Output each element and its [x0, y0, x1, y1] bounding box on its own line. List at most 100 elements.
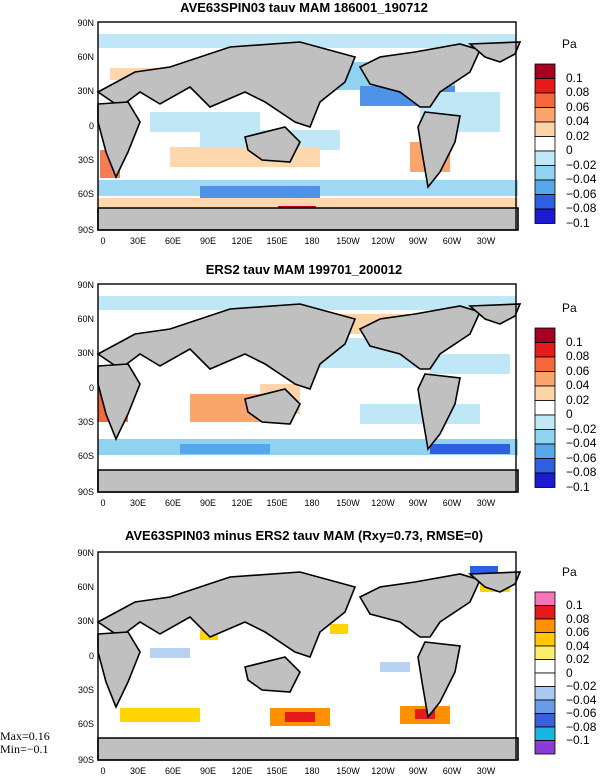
colorbar-label: 0.06	[566, 100, 590, 114]
colorbar-unit: Pa	[562, 565, 577, 579]
panel3-map: 90N 60N 30N 0 30S 60S 90S 0 30E 60E 90E …	[0, 542, 608, 782]
colorbar-label: −0.02	[566, 158, 597, 172]
lon-tick: 150W	[336, 498, 360, 508]
panel3-lon-ticks: 0 30E 60E 90E 120E 150E 180 150W 120W 90…	[100, 766, 495, 776]
lon-tick: 180	[304, 236, 319, 246]
colorbar-label: 0.06	[566, 364, 590, 378]
lon-tick: 30E	[130, 766, 146, 776]
colorbar-label: 0.02	[566, 129, 590, 143]
lat-tick: 0	[89, 121, 94, 131]
colorbar-label: −0.06	[566, 187, 597, 201]
lat-tick: 0	[89, 383, 94, 393]
lon-tick: 0	[100, 766, 105, 776]
colorbar-label: 0.1	[566, 598, 583, 612]
colorbar-label: −0.04	[566, 436, 597, 450]
panel3-title: AVE63SPIN03 minus ERS2 tauv MAM (Rxy=0.7…	[124, 528, 484, 543]
lon-tick: 150W	[336, 766, 360, 776]
panel1-colorbar-labels: 0.1 0.08 0.06 0.04 0.02 0 −0.02 −0.04 −0…	[566, 71, 597, 230]
colorbar-label: 0.04	[566, 639, 590, 653]
stats-max: Max=0.16	[0, 729, 50, 743]
lon-tick: 30W	[477, 236, 496, 246]
colorbar-unit: Pa	[562, 301, 577, 315]
panel1-lon-ticks: 0 30E 60E 90E 120E 150E 180 150W 120W 90…	[100, 236, 495, 246]
lat-tick: 90N	[77, 548, 94, 558]
lon-tick: 180	[304, 498, 319, 508]
panel2-colorbar	[534, 327, 556, 488]
panel3-colorbar-labels: 0.1 0.08 0.06 0.04 0.02 0 −0.02 −0.04 −0…	[566, 598, 597, 747]
colorbar-label: −0.06	[566, 706, 597, 720]
lon-tick: 60W	[443, 498, 462, 508]
panel1-lat-ticks: 90N 60N 30N 0 30S 60S 90S	[77, 18, 94, 235]
colorbar-label: 0.08	[566, 85, 590, 99]
lat-tick: 30S	[78, 155, 94, 165]
lat-tick: 90N	[77, 18, 94, 28]
panel1-map: 90N 60N 30N 0 30S 60S 90S 0 30E 60E 90E …	[0, 12, 608, 252]
colorbar-label: −0.06	[566, 451, 597, 465]
lon-tick: 120E	[231, 498, 252, 508]
panel2-map: 90N 60N 30N 0 30S 60S 90S 0 30E 60E 90E …	[0, 274, 608, 514]
lat-tick: 30N	[77, 616, 94, 626]
colorbar-label: −0.1	[566, 480, 590, 494]
lat-tick: 0	[89, 651, 94, 661]
panel1-svg: 90N 60N 30N 0 30S 60S 90S 0 30E 60E 90E …	[77, 18, 597, 246]
colorbar-label: −0.04	[566, 172, 597, 186]
lon-tick: 120W	[371, 766, 395, 776]
lat-tick: 90N	[77, 280, 94, 290]
lat-tick: 90S	[78, 487, 94, 497]
lon-tick: 120E	[231, 766, 252, 776]
colorbar-label: 0.02	[566, 652, 590, 666]
colorbar-label: 0.1	[566, 71, 583, 85]
panel1-colorbar	[534, 63, 556, 224]
colorbar-label: −0.08	[566, 465, 597, 479]
panel3-lat-ticks: 90N 60N 30N 0 30S 60S 90S	[77, 548, 94, 765]
lon-tick: 60W	[443, 236, 462, 246]
lon-tick: 90W	[409, 236, 428, 246]
stats-min: Min=−0.1	[0, 742, 49, 756]
panel1-title: AVE63SPIN03 tauv MAM 186001_190712	[180, 0, 428, 15]
lon-tick: 120W	[371, 236, 395, 246]
lat-tick: 30S	[78, 685, 94, 695]
lon-tick: 180	[304, 766, 319, 776]
lon-tick: 60E	[165, 236, 181, 246]
lat-tick: 60S	[78, 189, 94, 199]
colorbar-label: 0	[566, 143, 573, 157]
lat-tick: 90S	[78, 225, 94, 235]
colorbar-label: −0.02	[566, 422, 597, 436]
lat-tick: 90S	[78, 755, 94, 765]
colorbar-label: 0.04	[566, 378, 590, 392]
colorbar-label: −0.1	[566, 216, 590, 230]
lon-tick: 60E	[165, 766, 181, 776]
colorbar-label: −0.02	[566, 679, 597, 693]
colorbar-label: −0.04	[566, 693, 597, 707]
lon-tick: 90E	[200, 498, 216, 508]
lon-tick: 30E	[130, 236, 146, 246]
colorbar-label: 0.04	[566, 114, 590, 128]
panel2-lon-ticks: 0 30E 60E 90E 120E 150E 180 150W 120W 90…	[100, 498, 495, 508]
colorbar-label: 0.08	[566, 349, 590, 363]
lat-tick: 30N	[77, 86, 94, 96]
lon-tick: 150W	[336, 236, 360, 246]
colorbar-label: 0.06	[566, 625, 590, 639]
lon-tick: 120E	[231, 236, 252, 246]
lat-tick: 60N	[77, 314, 94, 324]
panel2-colorbar-labels: 0.1 0.08 0.06 0.04 0.02 0 −0.02 −0.04 −0…	[566, 335, 597, 494]
lon-tick: 120W	[371, 498, 395, 508]
colorbar-unit: Pa	[562, 37, 577, 51]
lon-tick: 60E	[165, 498, 181, 508]
lat-tick: 30N	[77, 348, 94, 358]
lon-tick: 90E	[200, 236, 216, 246]
lon-tick: 90E	[200, 766, 216, 776]
lat-tick: 60N	[77, 582, 94, 592]
colorbar-label: 0	[566, 407, 573, 421]
lon-tick: 30E	[130, 498, 146, 508]
lon-tick: 90W	[409, 766, 428, 776]
lon-tick: 30W	[477, 498, 496, 508]
lat-tick: 60S	[78, 451, 94, 461]
panel2-title: ERS2 tauv MAM 199701_200012	[205, 262, 403, 277]
lon-tick: 60W	[443, 766, 462, 776]
colorbar-label: 0.08	[566, 612, 590, 626]
lon-tick: 0	[100, 236, 105, 246]
panel3-colorbar	[534, 591, 556, 755]
lon-tick: 150E	[266, 766, 287, 776]
